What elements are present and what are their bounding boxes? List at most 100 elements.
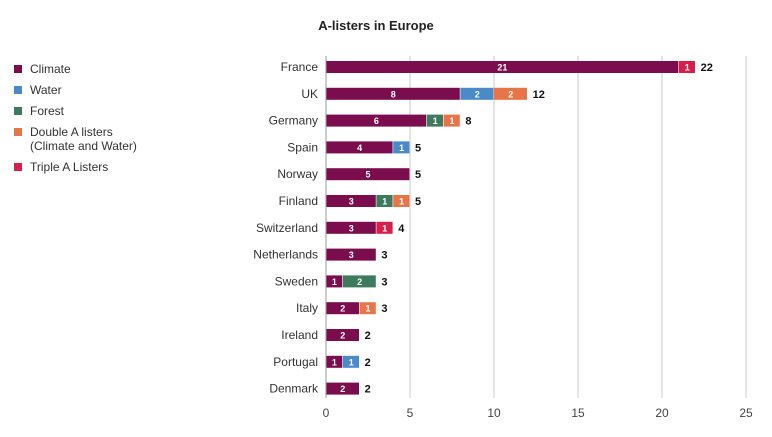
x-tick-label: 15 (571, 406, 585, 420)
bar-total-label: 3 (381, 250, 387, 262)
bar-data-label: 2 (340, 384, 345, 394)
bar-data-label: 3 (349, 223, 354, 233)
bar-segment (326, 275, 343, 288)
bar-segment (376, 221, 393, 234)
category-label: Switzerland (256, 221, 318, 235)
bar-data-label: 1 (433, 116, 438, 126)
bar-segment (326, 302, 359, 315)
bar-total-label: 22 (701, 62, 713, 74)
bar-segment (494, 87, 527, 100)
category-label: Netherlands (253, 248, 318, 262)
bar-total-label: 2 (365, 330, 371, 342)
bar-data-label: 1 (382, 223, 387, 233)
bar-data-label: 1 (399, 143, 404, 153)
bar-segment (326, 329, 359, 341)
bar-segment (326, 61, 679, 73)
x-tick-label: 10 (487, 406, 501, 420)
bar-total-label: 5 (415, 196, 421, 208)
x-tick-label: 25 (739, 406, 753, 420)
legend-swatch (14, 163, 22, 171)
bar-segment (326, 195, 376, 207)
bar-segment (678, 61, 695, 73)
bar-segment (426, 114, 443, 127)
bar-segment (342, 275, 376, 288)
bar-segment (326, 114, 427, 127)
bar-data-label: 4 (357, 143, 362, 153)
legend: Climate Water Forest Double A listers (Clima… (14, 62, 137, 181)
legend-label-line: Climate (30, 62, 71, 76)
bar-data-label: 2 (340, 304, 345, 314)
bar-total-label: 3 (381, 276, 387, 288)
bar-data-label: 3 (349, 250, 354, 260)
bar-data-label: 5 (365, 170, 370, 180)
legend-label: Triple A Listers (30, 160, 108, 174)
legend-label-line: Forest (30, 104, 65, 118)
bar-data-label: 1 (349, 357, 354, 367)
legend-swatch (14, 128, 22, 136)
legend-label-line: Triple A Listers (30, 160, 109, 174)
bar-segment (342, 355, 359, 368)
bar-data-label: 1 (332, 357, 337, 367)
legend-item: Water (14, 83, 137, 97)
bar-data-label: 2 (357, 277, 362, 287)
category-label: Spain (287, 140, 318, 154)
bar-segment (326, 382, 359, 395)
category-label: Portugal (273, 355, 318, 369)
legend-label-line: Double A listers (30, 125, 113, 139)
x-tick-label: 20 (655, 406, 669, 420)
bar-segment (393, 195, 410, 207)
bar-data-label: 3 (349, 197, 354, 207)
bar-segment (359, 302, 376, 315)
bar-data-label: 2 (508, 89, 513, 99)
bar-data-label: 2 (340, 331, 345, 341)
bar-data-label: 21 (497, 63, 507, 73)
legend-item: Climate (14, 62, 137, 76)
bar-data-label: 1 (685, 63, 690, 73)
bar-segment (326, 221, 376, 234)
chart-title: A-listers in Europe (318, 18, 434, 33)
legend-item: Triple A Listers (14, 160, 137, 174)
bar-data-label: 1 (399, 197, 404, 207)
bar-data-label: 1 (449, 116, 454, 126)
bar-segment (393, 141, 410, 154)
legend-swatch (14, 65, 22, 73)
bar-segment (460, 87, 494, 100)
bar-total-label: 4 (398, 223, 405, 235)
bar-total-label: 5 (415, 169, 421, 181)
category-label: UK (301, 87, 318, 101)
bar-segment (326, 248, 376, 261)
legend-swatch (14, 107, 22, 115)
category-label: Ireland (281, 328, 318, 342)
bar-data-label: 6 (374, 116, 379, 126)
legend-label: Double A listers (Climate and Water) (30, 125, 137, 153)
bar-data-label: 2 (475, 89, 480, 99)
legend-label-line: Water (30, 83, 62, 97)
bar-segment (326, 87, 460, 100)
legend-label: Water (30, 83, 62, 97)
legend-label: Forest (30, 104, 64, 118)
legend-swatch (14, 86, 22, 94)
category-label: Germany (269, 114, 318, 128)
category-label: France (281, 60, 319, 74)
bar-segment (443, 114, 460, 127)
category-label: Italy (296, 301, 318, 315)
bar-total-label: 2 (365, 357, 371, 369)
bar-total-label: 8 (465, 116, 471, 128)
bar-total-label: 2 (365, 384, 371, 396)
bar-data-label: 1 (365, 304, 370, 314)
legend-label-line: (Climate and Water) (30, 139, 137, 153)
bar-total-label: 12 (533, 89, 545, 101)
category-label: Denmark (269, 382, 319, 396)
bar-data-label: 1 (332, 277, 337, 287)
bar-data-label: 1 (382, 197, 387, 207)
legend-label: Climate (30, 62, 71, 76)
bar-data-label: 8 (391, 89, 396, 99)
x-tick-label: 5 (407, 406, 414, 420)
legend-item: Double A listers (Climate and Water) (14, 125, 137, 153)
bar-segment (326, 141, 393, 154)
bar-segment (326, 355, 343, 368)
bar-total-label: 3 (381, 303, 387, 315)
bar-total-label: 5 (415, 142, 421, 154)
category-label: Finland (279, 194, 318, 208)
